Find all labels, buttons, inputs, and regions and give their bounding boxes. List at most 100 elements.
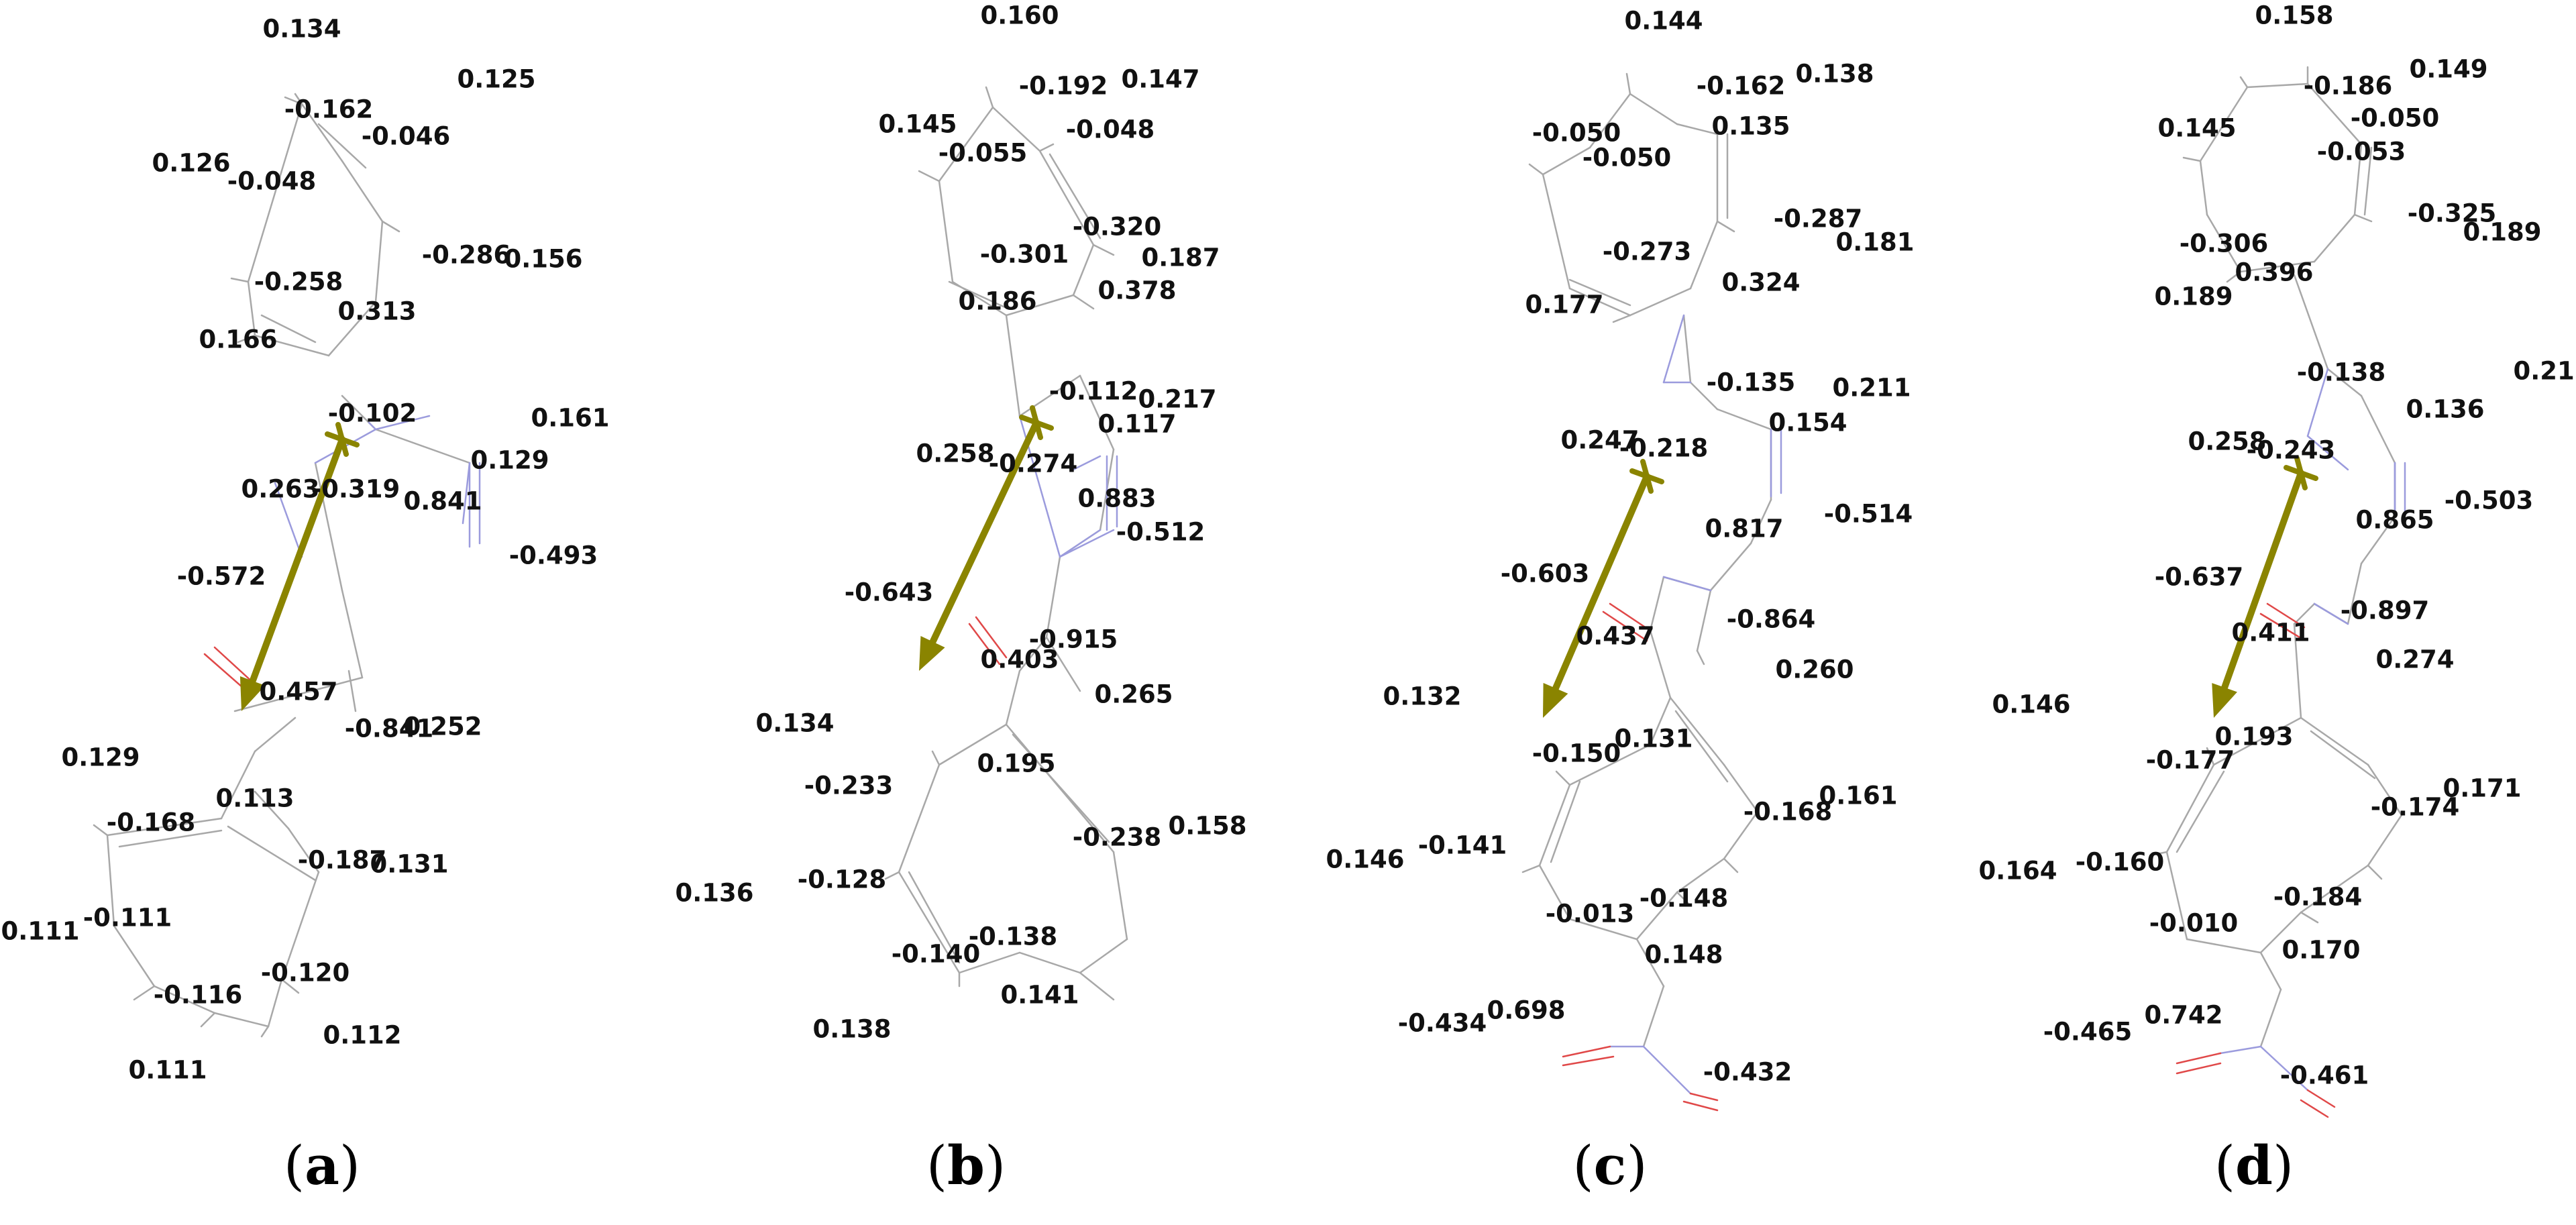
atom-charge-label: -0.192 xyxy=(1019,72,1108,101)
bond-carbon xyxy=(2199,160,2208,216)
bond-carbon xyxy=(280,871,320,981)
bond-carbon xyxy=(1542,146,1591,176)
atom-charge-label: -0.864 xyxy=(1727,605,1815,634)
bond-carbon xyxy=(938,723,1008,766)
atom-charge-label: 0.166 xyxy=(199,325,277,354)
bond-oxygen xyxy=(2306,1089,2336,1108)
dipole-origin-cross xyxy=(1640,459,1654,494)
panel-label-letter: a xyxy=(305,1134,339,1197)
bond-carbon xyxy=(2259,911,2302,954)
atom-charge-label: -0.465 xyxy=(2043,1018,2132,1047)
atom-charge-label: -0.572 xyxy=(177,562,266,591)
atom-charge-label: 0.403 xyxy=(980,645,1059,674)
bond-carbon xyxy=(254,334,330,357)
dipole-origin-cross xyxy=(1030,405,1043,440)
atom-charge-label: 0.145 xyxy=(2157,114,2236,143)
atom-charge-label: -0.135 xyxy=(1707,368,1795,397)
atom-charge-label: -0.111 xyxy=(83,904,172,933)
bond-carbon xyxy=(1709,542,1752,592)
bond-carbon xyxy=(1018,374,1081,417)
atom-charge-label: -0.140 xyxy=(892,940,980,969)
bond-nitrogen xyxy=(374,415,431,431)
atom-charge-label: -0.287 xyxy=(1774,205,1862,233)
bond-carbon xyxy=(1649,576,1665,632)
bond-carbon xyxy=(374,428,471,464)
bond-carbon xyxy=(1635,938,1665,988)
panel-b: 0.160 -0.192 0.147 0.145 -0.048 -0.055 -0.301-… xyxy=(644,0,1288,1225)
atom-charge-label: 0.396 xyxy=(2235,258,2313,287)
bond-carbon xyxy=(118,829,223,848)
molecule-diagram-a: 0.134-0.1620.125-0.0460.126-0.048-0.2860… xyxy=(1,15,609,1085)
atom-charge-label: 0.742 xyxy=(2144,1001,2222,1030)
atom-charge-label: 0.136 xyxy=(2406,395,2484,424)
atom-charge-label: -0.120 xyxy=(261,959,350,988)
bond-carbon xyxy=(1716,220,1735,233)
dipole-arrow-shaft xyxy=(1552,473,1650,692)
bond-carbon xyxy=(2326,368,2363,397)
atom-charge-label: -0.258 xyxy=(254,268,343,297)
atom-charge-label: -0.273 xyxy=(1603,237,1691,266)
bond-carbon xyxy=(213,1012,270,1028)
bond-carbon xyxy=(2353,143,2363,216)
atom-charge-label: 0.146 xyxy=(1326,845,1404,874)
atom-charge-label: -0.174 xyxy=(2371,793,2459,822)
bond-carbon xyxy=(2347,562,2363,625)
bond-carbon xyxy=(1079,971,1115,1001)
atom-charge-label: 0.274 xyxy=(2375,645,2454,674)
bond-nitrogen xyxy=(2259,1045,2309,1091)
atom-charge-label: 0.141 xyxy=(1000,981,1079,1010)
dipole-arrow-shaft xyxy=(2221,470,2304,691)
atom-charge-label: -0.503 xyxy=(2445,486,2533,515)
bond-carbon xyxy=(1112,851,1128,941)
atom-charge-label: -0.128 xyxy=(798,865,886,894)
bond-carbon xyxy=(1612,314,1631,323)
bond-nitrogen xyxy=(2313,602,2349,625)
atom-charge-label: -0.112 xyxy=(1049,377,1138,406)
bond-carbon xyxy=(2367,864,2383,880)
atom-charge-label: -0.915 xyxy=(1029,625,1118,654)
atom-charge-label: -0.514 xyxy=(1824,500,1913,529)
bond-carbon xyxy=(2306,83,2363,146)
atom-charge-label: -0.432 xyxy=(1703,1058,1792,1087)
bond-carbon xyxy=(254,790,290,830)
bond-carbon xyxy=(1625,72,1631,95)
bond-carbon xyxy=(918,170,941,182)
atom-charge-label: 0.437 xyxy=(1576,622,1654,651)
bond-carbon xyxy=(106,834,115,927)
atom-charge-label: -0.148 xyxy=(1640,884,1728,913)
bond-carbon xyxy=(2293,623,2302,719)
atom-charge-label: 0.883 xyxy=(1077,484,1156,513)
atom-charge-label: -0.050 xyxy=(1532,119,1621,148)
bond-nitrogen xyxy=(1662,576,1712,592)
bond-oxygen xyxy=(2259,612,2301,639)
bond-carbon xyxy=(1676,857,1725,894)
molecule-diagram-c: 0.144-0.162 0.138-0.050 0.135-0.050-0.2870… xyxy=(1326,7,1915,1112)
atom-charge-label: 0.263 xyxy=(241,475,319,504)
dipole-arrow-shaft xyxy=(929,419,1040,645)
atom-charge-label: 0.258 xyxy=(916,439,994,468)
bond-carbon xyxy=(153,985,216,1014)
atom-charge-label: -0.306 xyxy=(2180,229,2268,258)
bond-carbon xyxy=(247,280,256,337)
bond-carbon xyxy=(1079,938,1128,974)
bond-carbon xyxy=(1674,710,1729,783)
bond-carbon xyxy=(1005,670,1021,726)
bond-nitrogen xyxy=(1662,314,1685,384)
bond-carbon xyxy=(1696,589,1712,652)
dipole-origin-cross xyxy=(2294,456,2308,490)
dipole-arrow-head xyxy=(239,676,266,711)
bond-carbon xyxy=(938,180,954,283)
bond-carbon xyxy=(1629,93,1678,125)
atom-charge-label: -0.897 xyxy=(2341,596,2429,625)
atom-charge-label: -0.050 xyxy=(2351,104,2439,133)
bond-carbon xyxy=(1018,951,1081,974)
bond-carbon xyxy=(2353,213,2373,223)
atom-charge-label: -0.102 xyxy=(328,399,417,428)
bond-carbon xyxy=(1642,985,1665,1048)
bond-carbon xyxy=(985,86,994,109)
bond-carbon xyxy=(317,123,367,169)
bond-carbon xyxy=(2360,394,2396,464)
atom-charge-label: 0.146 xyxy=(1992,690,2070,719)
bond-nitrogen xyxy=(368,421,377,431)
atom-charge-label: -0.162 xyxy=(1697,72,1785,101)
